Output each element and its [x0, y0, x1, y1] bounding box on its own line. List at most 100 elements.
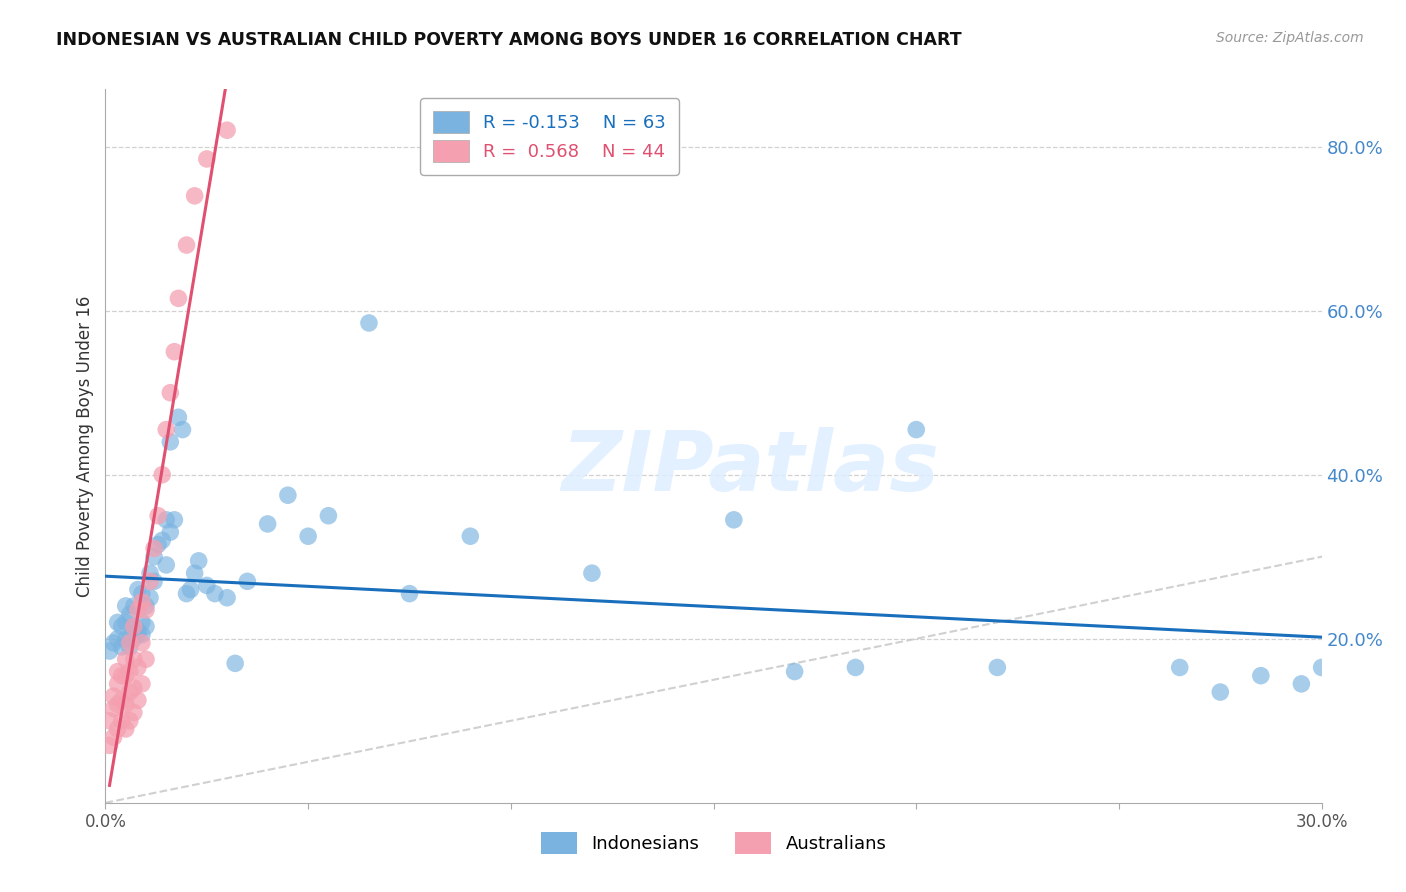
Y-axis label: Child Poverty Among Boys Under 16: Child Poverty Among Boys Under 16: [76, 295, 94, 597]
Point: [114, 698, 136, 712]
Point: [1250, 668, 1272, 682]
Point: [111, 714, 134, 728]
Point: [118, 714, 141, 728]
Text: INDONESIAN VS AUSTRALIAN CHILD POVERTY AMONG BOYS UNDER 16 CORRELATION CHART: INDONESIAN VS AUSTRALIAN CHILD POVERTY A…: [56, 31, 962, 49]
Point: [107, 722, 129, 736]
Point: [167, 291, 190, 305]
Point: [114, 668, 136, 682]
Point: [1168, 660, 1191, 674]
Point: [143, 541, 166, 556]
Point: [122, 619, 145, 633]
Point: [103, 689, 125, 703]
Point: [844, 660, 866, 674]
Point: [581, 566, 603, 581]
Point: [180, 582, 202, 597]
Point: [122, 681, 145, 695]
Point: [107, 632, 129, 646]
Point: [150, 467, 173, 482]
Point: [127, 627, 149, 641]
Point: [1291, 677, 1313, 691]
Point: [224, 657, 246, 671]
Point: [98, 714, 121, 728]
Point: [183, 189, 205, 203]
Point: [723, 513, 745, 527]
Point: [155, 423, 177, 437]
Point: [107, 665, 129, 679]
Point: [131, 595, 153, 609]
Point: [143, 549, 166, 564]
Point: [114, 615, 136, 630]
Point: [357, 316, 380, 330]
Point: [458, 529, 481, 543]
Point: [118, 632, 141, 646]
Point: [127, 660, 149, 674]
Point: [114, 632, 136, 646]
Point: [905, 423, 928, 437]
Point: [172, 423, 194, 437]
Point: [107, 615, 129, 630]
Point: [195, 578, 218, 592]
Point: [176, 587, 198, 601]
Point: [122, 619, 145, 633]
Point: [1209, 685, 1232, 699]
Point: [204, 587, 226, 601]
Point: [183, 566, 205, 581]
Point: [139, 591, 162, 605]
Point: [195, 152, 218, 166]
Point: [783, 665, 806, 679]
Point: [131, 627, 153, 641]
Point: [155, 558, 177, 572]
Point: [135, 619, 157, 633]
Point: [135, 652, 157, 666]
Point: [114, 599, 136, 613]
Point: [217, 591, 239, 605]
Point: [127, 693, 149, 707]
Point: [163, 344, 186, 359]
Point: [187, 554, 209, 568]
Point: [163, 513, 186, 527]
Point: [122, 632, 145, 646]
Point: [103, 701, 125, 715]
Text: Source: ZipAtlas.com: Source: ZipAtlas.com: [1216, 31, 1364, 45]
Point: [176, 238, 198, 252]
Point: [111, 668, 134, 682]
Point: [318, 508, 340, 523]
Point: [236, 574, 259, 589]
Point: [986, 660, 1008, 674]
Point: [122, 599, 145, 613]
Point: [398, 587, 420, 601]
Point: [143, 574, 166, 589]
Point: [159, 385, 181, 400]
Point: [159, 525, 181, 540]
Point: [103, 730, 125, 744]
Point: [1310, 660, 1333, 674]
Point: [139, 566, 162, 581]
Point: [297, 529, 319, 543]
Point: [139, 574, 162, 589]
Point: [155, 513, 177, 527]
Point: [127, 624, 149, 638]
Point: [131, 677, 153, 691]
Point: [256, 516, 278, 531]
Point: [98, 644, 121, 658]
Legend: Indonesians, Australians: Indonesians, Australians: [533, 825, 894, 862]
Point: [118, 636, 141, 650]
Point: [98, 739, 121, 753]
Point: [111, 693, 134, 707]
Point: [167, 410, 190, 425]
Point: [107, 698, 129, 712]
Point: [131, 615, 153, 630]
Point: [131, 636, 153, 650]
Text: ZIPatlas: ZIPatlas: [561, 427, 939, 508]
Point: [118, 685, 141, 699]
Point: [103, 636, 125, 650]
Point: [150, 533, 173, 548]
Point: [118, 640, 141, 654]
Point: [135, 599, 157, 613]
Point: [107, 677, 129, 691]
Point: [122, 652, 145, 666]
Point: [114, 652, 136, 666]
Point: [127, 603, 149, 617]
Point: [111, 619, 134, 633]
Point: [277, 488, 299, 502]
